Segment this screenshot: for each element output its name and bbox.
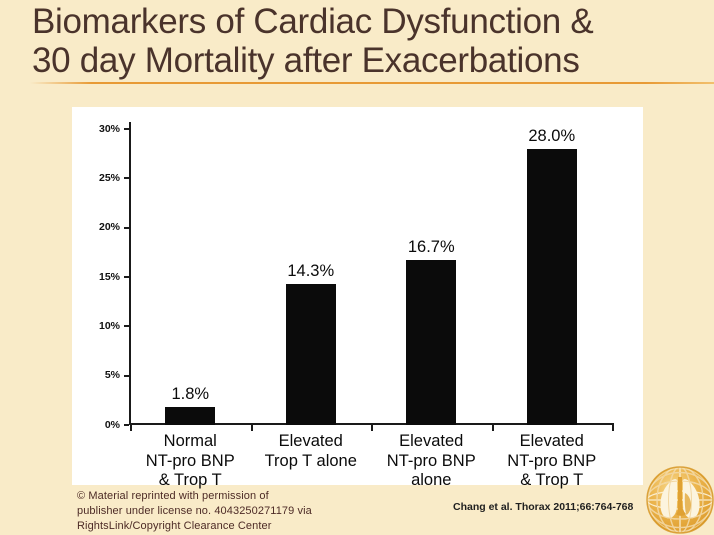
bar <box>526 148 577 425</box>
y-tick-label: 30% <box>98 122 120 135</box>
copyright-line2: publisher under license no. 404325027117… <box>77 505 312 518</box>
copyright-line1: © Material reprinted with permission of <box>77 490 269 502</box>
title-underline-divider <box>30 82 714 84</box>
bar <box>165 407 216 425</box>
y-axis-tick <box>124 374 129 377</box>
y-axis-tick <box>124 276 129 278</box>
category-label: Elevated NT-pro BNP alone <box>386 432 476 489</box>
bar-value-label: 28.0% <box>528 126 576 145</box>
globe-rim <box>646 466 714 534</box>
x-axis-tick <box>371 425 373 431</box>
lung-globe-logo-icon <box>646 466 714 534</box>
chart-panel: 0% 5% 10% 15% 20% 25% 30% 1.8% Normal NT-pro BNP… <box>72 107 643 489</box>
y-axis-line <box>129 122 131 425</box>
category-label: Elevated Trop T alone <box>264 432 357 470</box>
x-axis-tick <box>130 425 132 431</box>
y-axis-tick <box>124 325 129 328</box>
y-axis-tick <box>124 177 129 180</box>
copyright-notice: © Material reprinted with permission of … <box>77 489 312 535</box>
category-label: Elevated NT-pro BNP & Trop T <box>507 432 597 489</box>
bar-value-label: 14.3% <box>287 261 335 280</box>
y-tick-label: 25% <box>98 171 120 184</box>
citation-text: Chang et al. Thorax 2011;66:764-768 <box>453 501 634 513</box>
y-axis-tick <box>124 128 129 130</box>
globe-inner-ring <box>648 468 712 532</box>
category-label: Normal NT-pro BNP & Trop T <box>145 432 235 489</box>
x-axis-line <box>129 423 614 425</box>
page-title-line1: Biomarkers of Cardiac Dysfunction & <box>32 2 594 41</box>
y-tick-label: 15% <box>98 270 120 283</box>
bar-value-label: 1.8% <box>171 385 210 404</box>
plot-area: 0% 5% 10% 15% 20% 25% 30% 1.8% Normal NT-pro BNP… <box>72 107 643 489</box>
y-tick-label: 5% <box>104 369 120 382</box>
page-title-line2: 30 day Mortality after Exacerbations <box>32 41 580 80</box>
x-axis-tick <box>250 425 253 431</box>
bar <box>285 283 336 425</box>
y-tick-label: 10% <box>98 319 120 332</box>
y-axis-tick <box>124 226 129 229</box>
page-title: Biomarkers of Cardiac Dysfunction & 30 d… <box>32 2 702 80</box>
x-axis-tick <box>491 425 494 431</box>
globe-grid-overlay <box>647 467 713 533</box>
bar-value-label: 16.7% <box>407 238 455 257</box>
y-axis-tick <box>124 424 129 426</box>
copyright-line3: RightsLink/Copyright Clearance Center <box>77 520 272 533</box>
y-tick-label: 0% <box>104 418 120 431</box>
bar <box>406 260 457 425</box>
y-tick-label: 20% <box>98 221 120 234</box>
lungs-shape <box>660 477 700 519</box>
x-axis-tick <box>612 425 614 431</box>
